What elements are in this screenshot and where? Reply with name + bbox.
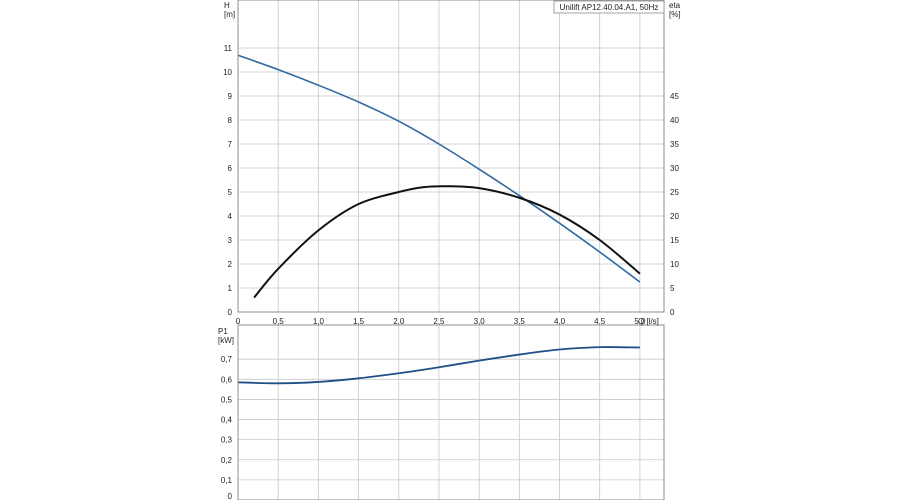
top-y-tick-label: 8 bbox=[228, 116, 233, 125]
efficiency-curve bbox=[253, 185, 641, 299]
top-y-tick-label: 5 bbox=[228, 188, 233, 197]
x-tick-label: 0,5 bbox=[273, 317, 285, 326]
tick-layer: 0 0,5 1,0 1,5 2,0 2,5 3,0 3,5 4,0 4,5 5,0012345678… bbox=[221, 44, 680, 500]
top-y2-axis-label: eta [%] bbox=[669, 1, 681, 19]
bottom-y-tick-label: 0,3 bbox=[221, 436, 233, 445]
x-tick-label: 0 bbox=[236, 317, 241, 326]
x-tick-label: 4,5 bbox=[594, 317, 606, 326]
top-y-axis-label-symbol: H [m] bbox=[224, 1, 235, 19]
top-y2-tick-label: 15 bbox=[670, 236, 679, 245]
x-tick-label: 2,0 bbox=[393, 317, 405, 326]
x-tick-label: 3,5 bbox=[514, 317, 526, 326]
top-y2-tick-label: 35 bbox=[670, 140, 679, 149]
title-box bbox=[553, 0, 665, 14]
top-y2-tick-label: 25 bbox=[670, 188, 679, 197]
bottom-y-tick-label: 0,6 bbox=[221, 375, 233, 384]
top-y-tick-label: 2 bbox=[228, 260, 233, 269]
top-y-tick-label: 7 bbox=[228, 140, 233, 149]
head-curve bbox=[237, 54, 641, 283]
top-y-tick-label: 1 bbox=[228, 284, 233, 293]
bottom-y-tick-label: 0,2 bbox=[221, 456, 233, 465]
top-plot-frame bbox=[237, 0, 665, 313]
top-y2-tick-label: 45 bbox=[670, 92, 679, 101]
x-tick-label: 1,0 bbox=[313, 317, 325, 326]
grid-layer bbox=[237, 0, 664, 500]
top-y2-tick-label: 0 bbox=[670, 308, 675, 317]
x-tick-label: 4,0 bbox=[554, 317, 566, 326]
power-curve bbox=[237, 346, 640, 385]
top-y-tick-label: 10 bbox=[223, 68, 232, 77]
top-y-tick-label: 9 bbox=[228, 92, 233, 101]
x-tick-label: 5,0 bbox=[634, 317, 646, 326]
top-y2-tick-label: 30 bbox=[670, 164, 679, 173]
bottom-y-tick-label: 0,4 bbox=[221, 416, 233, 425]
top-y-tick-label: 3 bbox=[228, 236, 233, 245]
top-y-tick-label: 0 bbox=[228, 308, 233, 317]
top-y-tick-label: 11 bbox=[224, 44, 233, 53]
x-tick-label: 3,0 bbox=[474, 317, 486, 326]
series-layer bbox=[237, 54, 641, 385]
bottom-y-axis-label: P1 [kW] bbox=[218, 327, 234, 345]
bottom-y-tick-label: 0,7 bbox=[221, 355, 233, 364]
bottom-y-tick-label: 0,1 bbox=[221, 476, 233, 485]
top-y-tick-label: 6 bbox=[228, 164, 233, 173]
top-x-axis-label: Q [l/s] bbox=[638, 317, 659, 326]
top-y2-tick-label: 20 bbox=[670, 212, 679, 221]
chart-title: Unilift AP12.40.04.A1, 50Hz bbox=[560, 3, 659, 12]
top-y2-tick-label: 40 bbox=[670, 116, 679, 125]
top-y2-tick-label: 10 bbox=[670, 260, 679, 269]
bottom-y-tick-label: 0,5 bbox=[221, 395, 233, 404]
top-y2-tick-label: 5 bbox=[670, 284, 675, 293]
x-tick-label: 1,5 bbox=[353, 317, 365, 326]
bottom-plot-frame bbox=[237, 324, 665, 500]
top-y-tick-label: 4 bbox=[228, 212, 233, 221]
bottom-y-tick-label: 0 bbox=[228, 492, 233, 500]
x-tick-label: 2,5 bbox=[433, 317, 445, 326]
